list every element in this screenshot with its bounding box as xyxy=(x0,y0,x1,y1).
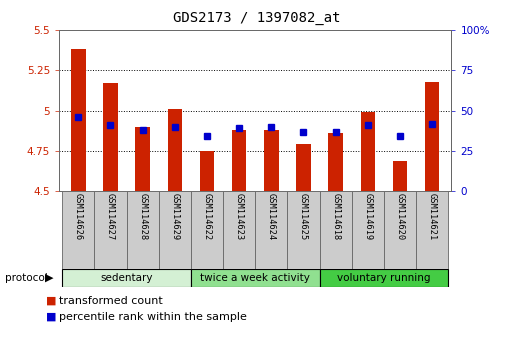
Text: ■: ■ xyxy=(46,296,56,306)
Text: GSM114628: GSM114628 xyxy=(138,194,147,241)
Text: GSM114625: GSM114625 xyxy=(299,194,308,241)
Bar xyxy=(255,191,287,269)
Bar xyxy=(352,191,384,269)
Text: GDS2173 / 1397082_at: GDS2173 / 1397082_at xyxy=(173,11,340,25)
Text: GSM114624: GSM114624 xyxy=(267,194,276,241)
Text: GSM114618: GSM114618 xyxy=(331,194,340,241)
Bar xyxy=(393,161,407,191)
Bar xyxy=(200,151,214,191)
Text: GSM114619: GSM114619 xyxy=(363,194,372,241)
Bar xyxy=(62,191,94,269)
Bar xyxy=(361,112,375,191)
Text: twice a week activity: twice a week activity xyxy=(200,273,310,283)
Bar xyxy=(168,109,182,191)
Text: ▶: ▶ xyxy=(45,273,54,283)
Bar xyxy=(296,144,311,191)
Bar xyxy=(135,127,150,191)
Bar xyxy=(71,50,86,191)
Bar xyxy=(264,130,279,191)
Text: transformed count: transformed count xyxy=(59,296,163,306)
Text: sedentary: sedentary xyxy=(101,273,153,283)
Text: GSM114621: GSM114621 xyxy=(428,194,437,241)
Bar xyxy=(425,82,439,191)
Text: ■: ■ xyxy=(46,312,56,322)
Text: GSM114620: GSM114620 xyxy=(396,194,404,241)
Bar xyxy=(94,191,127,269)
Text: GSM114627: GSM114627 xyxy=(106,194,115,241)
Bar xyxy=(384,191,416,269)
Bar xyxy=(191,269,320,287)
Text: voluntary running: voluntary running xyxy=(337,273,430,283)
Text: percentile rank within the sample: percentile rank within the sample xyxy=(59,312,247,322)
Text: GSM114622: GSM114622 xyxy=(203,194,211,241)
Text: protocol: protocol xyxy=(5,273,48,283)
Bar xyxy=(127,191,159,269)
Text: GSM114629: GSM114629 xyxy=(170,194,180,241)
Bar xyxy=(320,191,352,269)
Text: GSM114626: GSM114626 xyxy=(74,194,83,241)
Bar xyxy=(223,191,255,269)
Bar xyxy=(287,191,320,269)
Bar xyxy=(232,130,246,191)
Bar xyxy=(416,191,448,269)
Bar xyxy=(159,191,191,269)
Bar xyxy=(328,133,343,191)
Bar xyxy=(62,269,191,287)
Bar xyxy=(191,191,223,269)
Text: GSM114623: GSM114623 xyxy=(234,194,244,241)
Bar xyxy=(320,269,448,287)
Bar xyxy=(103,83,117,191)
